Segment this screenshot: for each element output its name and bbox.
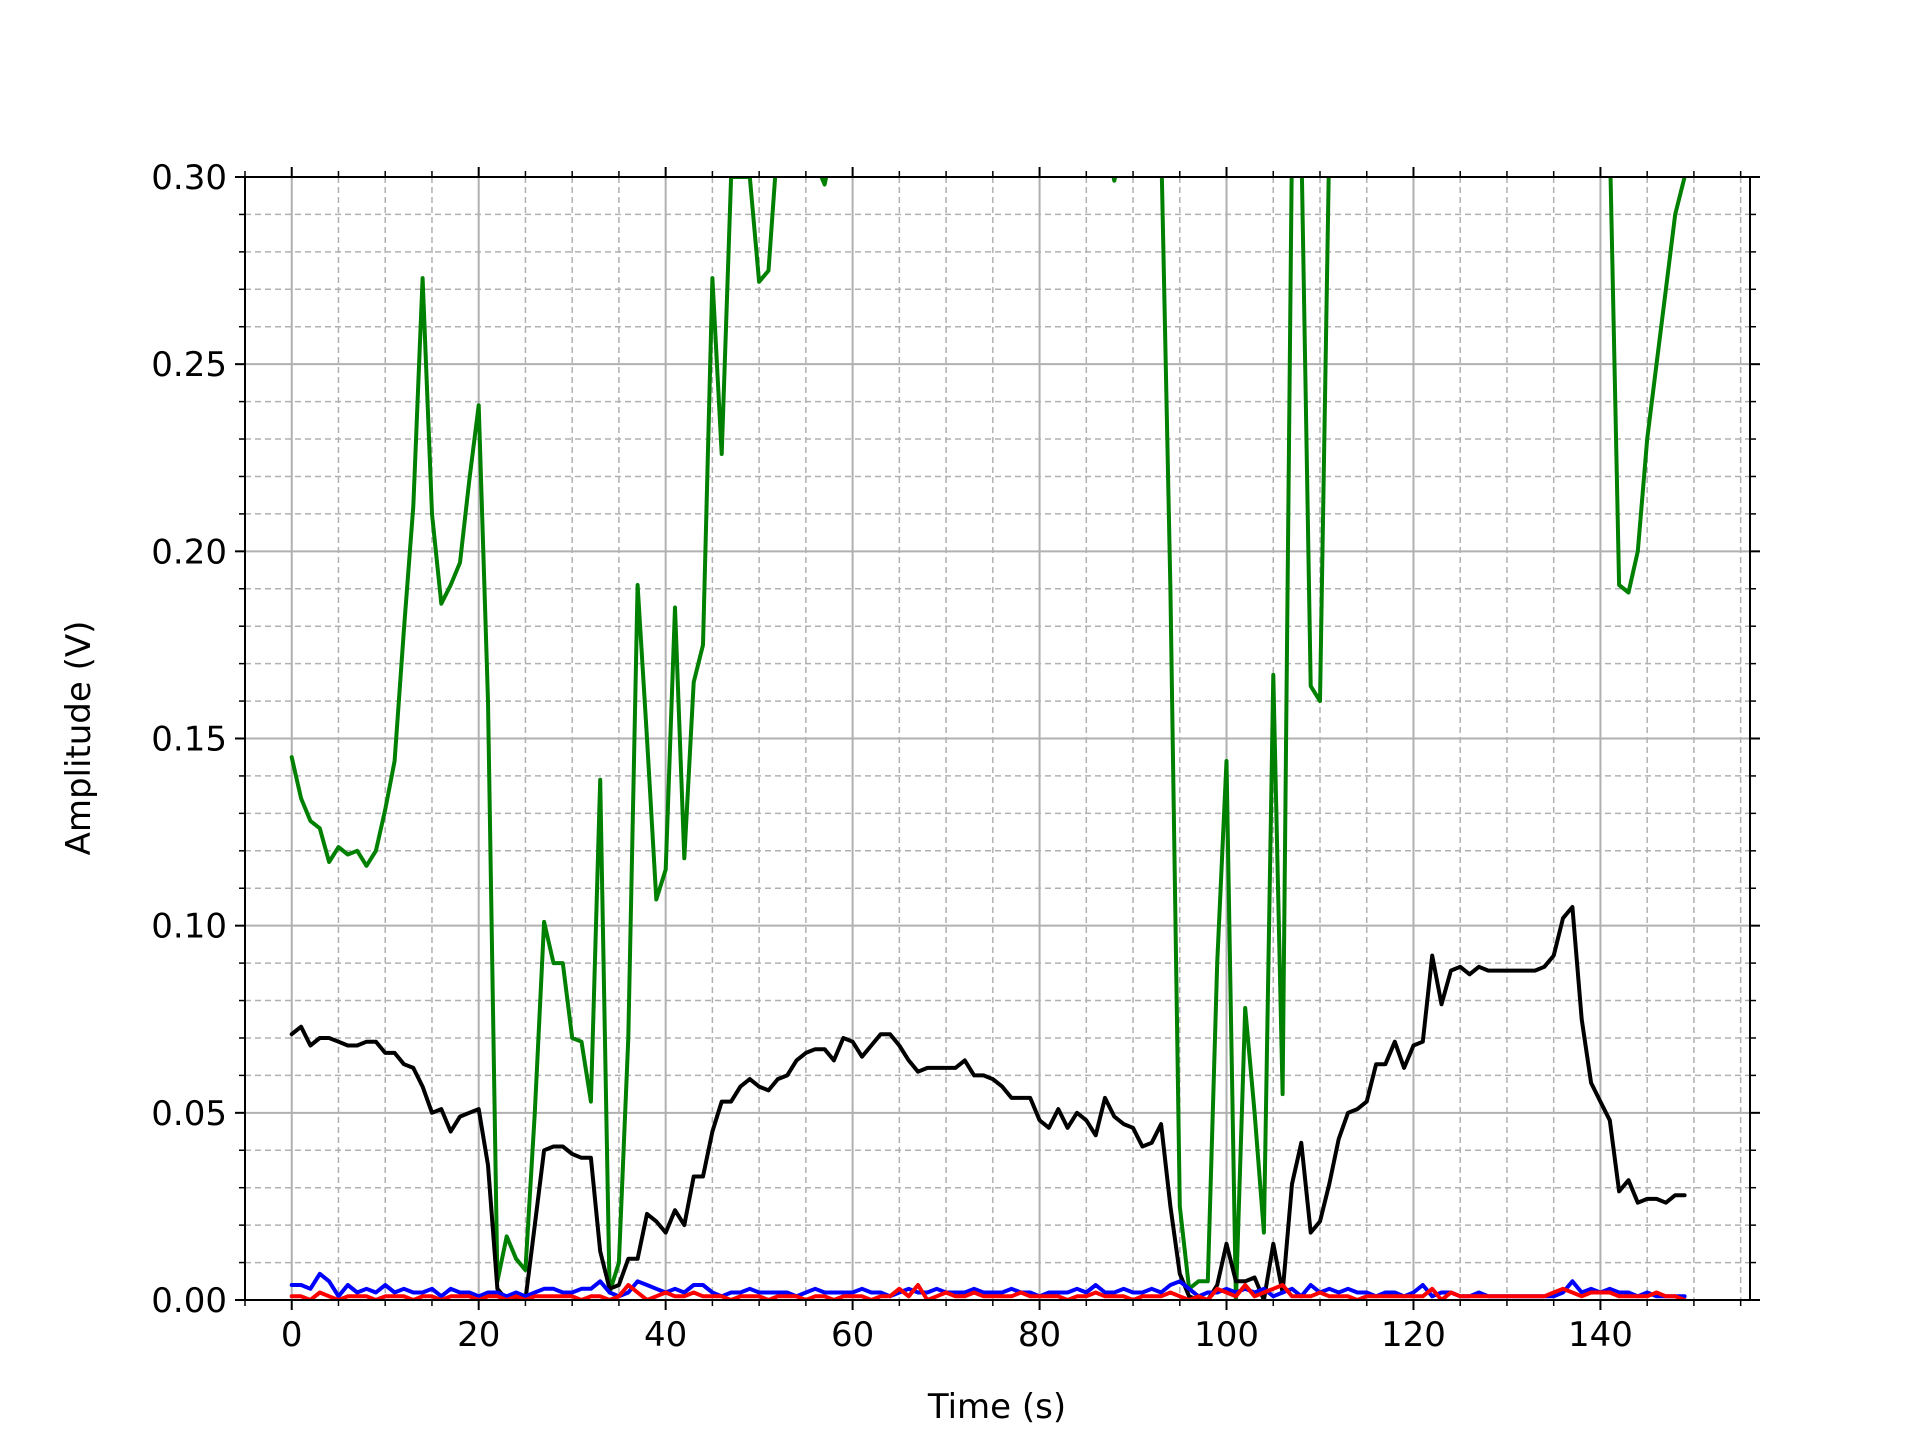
x-axis-label: Time (s) — [927, 1387, 1066, 1427]
y-tick-labels: 0.00 0.05 0.10 0.15 0.20 0.25 0.30 — [151, 158, 227, 1321]
x-tick-label: 140 — [1568, 1315, 1633, 1355]
series-line-2 — [289, 905, 1687, 1300]
x-tick-label: 0 — [281, 1315, 303, 1355]
x-tick-label: 100 — [1194, 1315, 1259, 1355]
y-tick-label: 0.20 — [151, 532, 227, 572]
x-tick-label: 40 — [644, 1315, 687, 1355]
y-tick-label: 0.15 — [151, 720, 227, 760]
y-tick-label: 0.30 — [151, 158, 227, 198]
series-line-1 — [289, 177, 1687, 1300]
y-tick-label: 0.05 — [151, 1094, 227, 1134]
x-tick-label: 120 — [1381, 1315, 1446, 1355]
x-tick-labels: 0 20 40 60 80 100 120 140 — [281, 1315, 1633, 1355]
x-tick-label: 20 — [457, 1315, 500, 1355]
y-axis-label: Amplitude (V) — [59, 621, 99, 856]
x-tick-label: 60 — [831, 1315, 874, 1355]
y-tick-label: 0.10 — [151, 907, 227, 947]
axis-ticks — [235, 167, 1760, 1310]
y-tick-label: 0.25 — [151, 345, 227, 385]
y-tick-label: 0.00 — [151, 1281, 227, 1321]
x-tick-label: 80 — [1018, 1315, 1061, 1355]
